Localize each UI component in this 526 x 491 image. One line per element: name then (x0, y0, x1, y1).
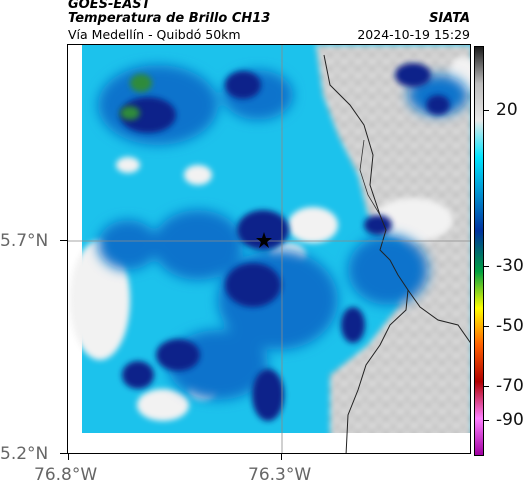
satellite-map[interactable] (67, 44, 471, 454)
border-line-east (407, 289, 470, 344)
lon-tick (68, 454, 69, 460)
lon-label: 76.8°W (34, 465, 98, 485)
colorbar-label: 20 (496, 100, 518, 120)
colorbar-tick (484, 110, 489, 111)
lat-tick (60, 453, 67, 454)
star-icon (256, 232, 272, 248)
lat-label: 5.2°N (0, 444, 49, 464)
lon-tick (281, 454, 282, 460)
outside-domain-strip (68, 433, 470, 453)
deep-convection-cores (120, 63, 450, 421)
outside-domain-left (68, 45, 82, 453)
product-title: Temperatura de Brillo CH13 (68, 11, 271, 26)
colorbar-label: -70 (496, 376, 524, 396)
lon-label: 76.3°W (248, 465, 312, 485)
colorbar-tick (484, 326, 489, 327)
timestamp-label: 2024-10-19 15:29 (357, 27, 470, 42)
border-line (323, 54, 409, 453)
colorbar-tick (484, 420, 489, 421)
colorbar-tick (484, 266, 489, 267)
colorbar-label: -50 (496, 316, 524, 336)
river-line (359, 139, 381, 216)
clear-patches (70, 57, 470, 421)
temperature-colorbar (474, 46, 484, 456)
region-subtitle: Vía Medellín - Quibdó 50km (68, 27, 241, 42)
lat-tick (60, 240, 67, 241)
colorbar-label: -90 (496, 410, 524, 430)
lat-label: 5.7°N (0, 231, 49, 251)
clear-sky-region-east (316, 45, 470, 453)
satellite-title: GOES-EAST (68, 0, 151, 12)
satellite-imagery (68, 45, 470, 453)
coldest-cloud-tops (120, 74, 152, 120)
organization-label: SIATA (429, 11, 470, 26)
colorbar-tick (484, 386, 489, 387)
colorbar-label: -30 (496, 256, 524, 276)
